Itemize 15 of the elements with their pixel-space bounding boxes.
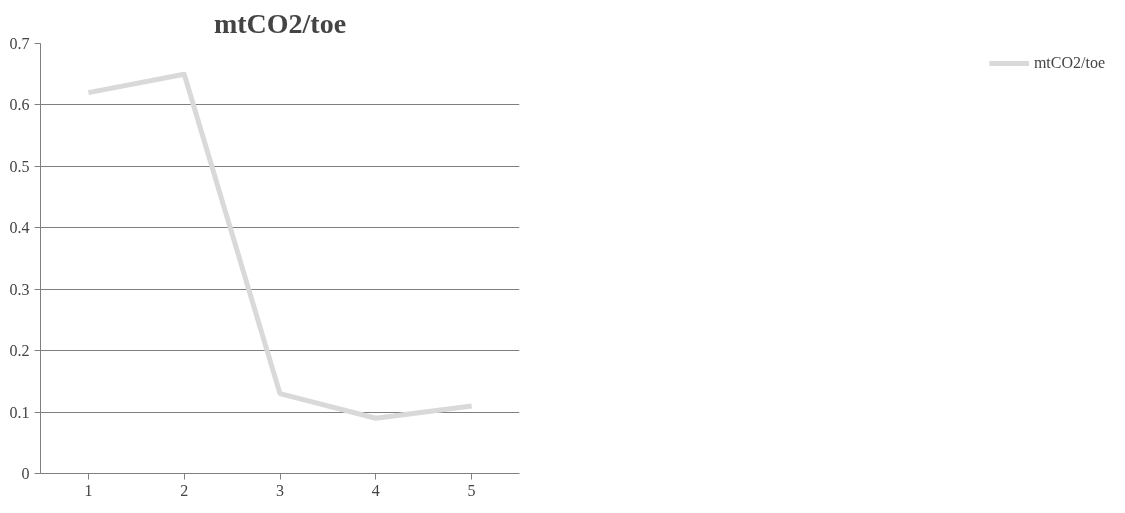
y-tick-label: 0.6 <box>9 96 30 114</box>
x-tick-label: 5 <box>467 481 476 499</box>
y-tick-label: 0.5 <box>9 157 30 175</box>
legend-label: mtCO2/toe <box>1033 54 1105 72</box>
x-tick-label: 3 <box>276 481 284 499</box>
chart-title: mtCO2/toe <box>213 7 347 39</box>
y-tick-label: 0.2 <box>9 342 30 360</box>
y-tick-label: 0.3 <box>9 280 30 298</box>
x-tick-label: 2 <box>180 481 189 499</box>
y-tick-label: 0.7 <box>9 35 30 52</box>
y-tick-label: 0.4 <box>9 219 30 237</box>
x-tick-label: 4 <box>371 481 380 499</box>
x-tick-label: 1 <box>84 481 93 499</box>
y-tick-label: 0.1 <box>9 403 30 421</box>
y-tick-label: 0 <box>21 465 30 482</box>
